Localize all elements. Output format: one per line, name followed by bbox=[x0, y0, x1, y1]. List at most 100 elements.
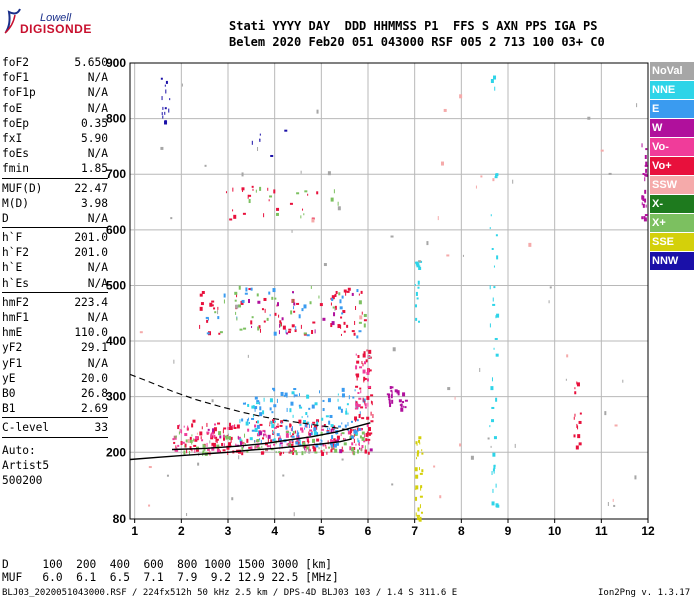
echo-point bbox=[211, 300, 215, 303]
echo-point bbox=[306, 425, 308, 429]
echo-point bbox=[169, 98, 171, 101]
echo-point bbox=[206, 319, 209, 323]
param-value: N/A bbox=[87, 71, 108, 85]
echo-point bbox=[263, 213, 265, 218]
echo-point bbox=[235, 304, 239, 309]
echo-point bbox=[292, 431, 294, 434]
echo-point bbox=[492, 303, 496, 306]
param-row: M(D) 3.98 bbox=[2, 196, 108, 211]
echo-point bbox=[340, 408, 343, 413]
param-row: hmF2 223.4 bbox=[2, 295, 108, 310]
param-row: B1 2.69 bbox=[2, 401, 108, 416]
echo-point bbox=[331, 298, 334, 302]
echo-point bbox=[289, 202, 293, 205]
echo-point bbox=[311, 424, 313, 428]
echo-point bbox=[281, 444, 283, 449]
echo-point bbox=[356, 449, 359, 454]
echo-point bbox=[286, 443, 290, 446]
echo-point bbox=[187, 438, 190, 443]
echo-point bbox=[202, 450, 205, 455]
echo-point bbox=[243, 327, 247, 330]
echo-point bbox=[419, 472, 423, 475]
echo-point bbox=[282, 474, 285, 477]
echo-point bbox=[270, 154, 274, 157]
echo-point bbox=[528, 242, 532, 247]
echo-point bbox=[289, 431, 291, 435]
echo-point bbox=[417, 280, 420, 285]
echo-point bbox=[328, 446, 331, 449]
echo-point bbox=[256, 402, 260, 405]
file-info-footer: BLJ03_2020051043000.RSF / 224fx512h 50 k… bbox=[2, 588, 458, 598]
echo-point bbox=[398, 399, 402, 403]
echo-point bbox=[303, 304, 307, 309]
y-tick-label: 300 bbox=[106, 390, 126, 404]
echo-point bbox=[316, 109, 319, 114]
echo-point bbox=[348, 428, 350, 431]
echo-point bbox=[644, 177, 646, 182]
echo-point bbox=[241, 418, 244, 422]
echo-point bbox=[341, 312, 344, 315]
echo-point bbox=[292, 414, 294, 418]
param-value: 3.98 bbox=[81, 196, 108, 210]
echo-point bbox=[340, 324, 342, 329]
legend-item-x-: X- bbox=[650, 195, 694, 214]
echo-point bbox=[351, 292, 354, 296]
echo-point bbox=[433, 465, 436, 468]
echo-point bbox=[491, 377, 493, 382]
echo-point bbox=[201, 290, 205, 294]
echo-point bbox=[279, 424, 283, 427]
echo-point bbox=[254, 396, 258, 400]
param-row: foF1p N/A bbox=[2, 85, 108, 100]
param-separator bbox=[2, 436, 108, 438]
echo-point bbox=[495, 397, 498, 402]
param-row: hmF1 N/A bbox=[2, 310, 108, 325]
echo-point bbox=[301, 451, 304, 456]
echo-point bbox=[494, 176, 498, 179]
echo-point bbox=[219, 435, 222, 439]
echo-point bbox=[213, 427, 217, 432]
echo-point bbox=[644, 198, 647, 203]
echo-point bbox=[339, 299, 342, 304]
param-row: foEp 0.35 bbox=[2, 116, 108, 131]
echo-point bbox=[195, 448, 199, 452]
echo-point bbox=[391, 386, 394, 389]
echo-point bbox=[295, 430, 297, 434]
muf-table: D 100 200 400 600 800 1000 1500 3000 [km… bbox=[2, 558, 339, 584]
echo-point bbox=[417, 507, 420, 512]
echo-point bbox=[230, 438, 232, 443]
echo-point bbox=[306, 446, 309, 450]
param-row: hmE 110.0 bbox=[2, 325, 108, 340]
x-tick-label: 6 bbox=[365, 524, 372, 538]
echo-point bbox=[338, 292, 341, 296]
echo-point bbox=[298, 438, 301, 441]
echo-point bbox=[494, 86, 496, 91]
echo-point bbox=[237, 435, 239, 439]
param-name: h`Es bbox=[2, 276, 29, 290]
version-footer: Ion2Png v. 1.3.17 bbox=[598, 588, 691, 598]
echo-point bbox=[295, 441, 299, 445]
echo-point bbox=[577, 434, 581, 439]
param-name: foE bbox=[2, 101, 23, 115]
echo-point bbox=[233, 426, 237, 429]
echo-point bbox=[321, 451, 325, 456]
echo-point bbox=[643, 217, 647, 222]
header-row-labels: Stati YYYY DAY DDD HHMMSS P1 FFS S AXN P… bbox=[229, 19, 598, 33]
echo-point bbox=[286, 394, 288, 398]
echo-point bbox=[322, 408, 325, 412]
echo-point bbox=[636, 103, 638, 108]
echo-point bbox=[276, 207, 280, 211]
echo-point bbox=[263, 297, 267, 301]
echo-point bbox=[292, 433, 295, 436]
echo-point bbox=[343, 442, 347, 446]
echo-point bbox=[278, 330, 280, 335]
echo-point bbox=[355, 365, 358, 370]
echo-point bbox=[359, 447, 361, 450]
echo-point bbox=[216, 440, 218, 444]
echo-point bbox=[333, 427, 336, 430]
echo-point bbox=[270, 444, 272, 449]
echo-point bbox=[404, 399, 408, 402]
echo-point bbox=[326, 451, 328, 455]
echo-point bbox=[269, 407, 272, 411]
echo-point bbox=[361, 417, 365, 420]
echo-point bbox=[388, 399, 391, 404]
